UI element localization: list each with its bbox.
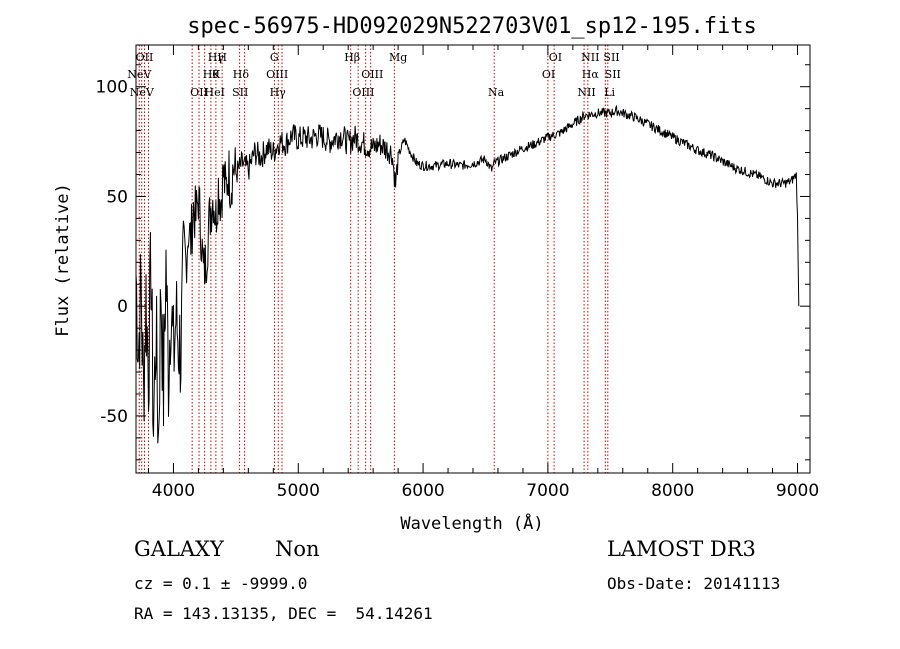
y-tick-label: 0 bbox=[117, 297, 128, 317]
chart-title: spec-56975-HD092029N522703V01_sp12-195.f… bbox=[187, 14, 757, 39]
spectral-line-label: SII bbox=[232, 86, 248, 99]
x-axis-ticks: 4000 5000 6000 7000 8000 9000 bbox=[147, 45, 819, 501]
spectral-line-label: OIII bbox=[266, 68, 288, 81]
spectral-line-label: G bbox=[270, 51, 279, 64]
classification-label: GALAXY bbox=[134, 537, 224, 561]
y-tick-label: -50 bbox=[100, 407, 128, 427]
coordinates-label: RA = 143.13135, DEC = 54.14261 bbox=[134, 604, 433, 623]
spectral-line-label: NeV bbox=[130, 86, 155, 99]
spectral-line-label: HeI bbox=[205, 86, 225, 99]
y-axis-label: Flux (relative) bbox=[53, 183, 73, 337]
obs-date-label: Obs-Date: 20141113 bbox=[607, 574, 781, 593]
spectral-line-label: Na bbox=[488, 86, 505, 99]
spectral-line-label: Hα bbox=[582, 68, 600, 81]
spectral-line-label: OII bbox=[190, 86, 208, 99]
spectral-line-label: SII bbox=[605, 68, 621, 81]
spectral-line-label: Li bbox=[604, 86, 615, 99]
spectral-line-label: OII bbox=[136, 51, 154, 64]
spectral-line-markers bbox=[138, 45, 609, 473]
spectral-line-label: Hγ bbox=[208, 51, 225, 64]
y-tick-label: 50 bbox=[106, 187, 128, 207]
x-tick-label: 4000 bbox=[152, 481, 195, 501]
redshift-label: cz = 0.1 ± -9999.0 bbox=[134, 574, 308, 593]
spectral-line-label: Hβ bbox=[344, 51, 360, 64]
spectral-line-label: OI bbox=[549, 51, 562, 64]
x-tick-label: 9000 bbox=[776, 481, 819, 501]
spectral-line-label: Mg bbox=[389, 51, 407, 64]
spectral-line-label: H bbox=[217, 51, 227, 64]
x-tick-label: 5000 bbox=[277, 481, 320, 501]
y-axis-ticks: -50 0 50 100 bbox=[96, 64, 810, 461]
spectral-line-label: NeV bbox=[127, 68, 152, 81]
spectrum-series bbox=[135, 104, 800, 444]
survey-label: LAMOST DR3 bbox=[607, 537, 756, 561]
spectrum-line bbox=[135, 104, 800, 444]
spectral-line-label: OIII bbox=[352, 86, 374, 99]
spectral-line-label: NII bbox=[581, 51, 599, 64]
y-tick-label: 100 bbox=[96, 78, 128, 98]
spectral-line-label: NII bbox=[577, 86, 595, 99]
x-tick-label: 8000 bbox=[651, 481, 694, 501]
spectral-line-label: OI bbox=[542, 68, 555, 81]
spectral-line-label: Hδ bbox=[233, 68, 250, 81]
spectral-line-label: Hγ bbox=[270, 86, 287, 99]
spectral-line-label: SII bbox=[603, 51, 619, 64]
subclass-label: Non bbox=[275, 537, 320, 561]
spectral-line-label: Hθ bbox=[203, 68, 220, 81]
x-axis-label: Wavelength (Å) bbox=[400, 512, 543, 534]
spectral-line-label: OIII bbox=[361, 68, 383, 81]
plot-frame bbox=[135, 44, 811, 474]
x-tick-label: 7000 bbox=[526, 481, 569, 501]
spectral-line-label: K bbox=[212, 68, 221, 81]
x-tick-label: 6000 bbox=[401, 481, 444, 501]
